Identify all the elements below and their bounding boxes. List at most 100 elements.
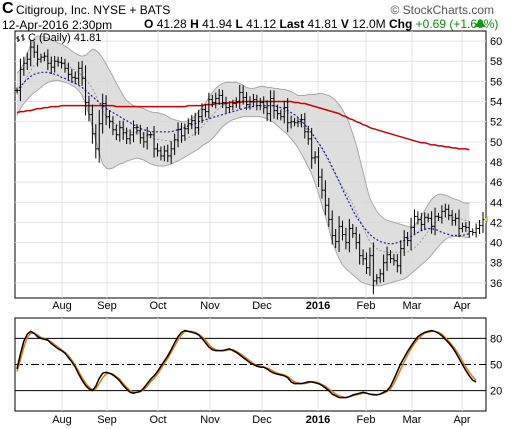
ohlc-bar bbox=[238, 84, 242, 110]
ohlc-bar bbox=[121, 120, 125, 140]
ohlc-bar bbox=[330, 210, 334, 245]
ohlc-bar bbox=[203, 103, 208, 118]
ohlc-bar bbox=[392, 253, 396, 266]
ohlc-bar bbox=[378, 268, 382, 283]
ohlc-bar bbox=[262, 96, 266, 114]
price-bars bbox=[15, 39, 488, 295]
change-label: Chg bbox=[388, 17, 413, 31]
ohlc-bar bbox=[131, 120, 136, 143]
ohlc-bar bbox=[416, 211, 420, 225]
ohlc-bar bbox=[94, 124, 98, 159]
ohlc-bar bbox=[210, 94, 214, 108]
price-tick-50: 50 bbox=[490, 137, 502, 149]
ohlc-bar bbox=[80, 60, 84, 86]
ohlc-bar bbox=[251, 93, 256, 108]
exchange-label: NYSE + BATS bbox=[93, 3, 171, 17]
ohlc-bar bbox=[436, 212, 441, 221]
ohlc-bar bbox=[234, 97, 238, 108]
ohlc-bar bbox=[244, 91, 249, 111]
ohlc-bar bbox=[186, 118, 190, 135]
ohlc-bar bbox=[310, 127, 314, 169]
ohlc-bar bbox=[443, 203, 447, 218]
ohlc-bar bbox=[155, 143, 160, 157]
ohlc-bar bbox=[419, 212, 423, 232]
x-tick-dec: Dec bbox=[252, 414, 272, 426]
ohlc-bar bbox=[268, 90, 273, 122]
quote-date: 12-Apr-2016 2:30pm bbox=[2, 18, 113, 32]
ohlc-bar bbox=[145, 127, 149, 150]
quote-values: O 41.28 H 41.94 L 41.12 Last 41.81 V 12.… bbox=[144, 17, 498, 31]
high-label: H bbox=[190, 17, 199, 31]
x-tick-mar: Mar bbox=[403, 414, 422, 426]
ohlc-bar bbox=[217, 89, 221, 105]
ohlc-bar bbox=[176, 122, 180, 148]
stockcharts-credit: © StockCharts.com bbox=[390, 3, 494, 17]
ohlc-bar bbox=[382, 254, 386, 283]
ohlc-bar bbox=[409, 217, 413, 251]
ohlc-bar bbox=[279, 109, 283, 121]
ohlc-bar bbox=[46, 49, 50, 71]
ohlc-bar bbox=[265, 100, 269, 122]
ohlc-bar bbox=[395, 254, 399, 273]
ohlc-bar bbox=[340, 220, 345, 241]
ohlc-bar bbox=[162, 145, 166, 162]
stoch-k-line bbox=[16, 329, 477, 399]
bollinger-fill bbox=[17, 36, 470, 286]
ohlc-bar bbox=[447, 204, 451, 221]
ohlc-bar bbox=[440, 205, 444, 224]
x-tick-oct: Oct bbox=[149, 300, 166, 312]
ohlc-bar bbox=[97, 109, 101, 163]
ohlc-bar bbox=[471, 228, 475, 236]
ohlc-bar bbox=[327, 197, 331, 227]
ohlc-bar bbox=[25, 52, 29, 71]
ohlc-bar bbox=[70, 68, 74, 83]
ohlc-bar bbox=[73, 71, 77, 85]
price-tick-42: 42 bbox=[490, 217, 502, 229]
low-label: L bbox=[235, 17, 243, 31]
ohlc-bar bbox=[53, 56, 57, 73]
stoch-tick-80: 80 bbox=[490, 333, 502, 345]
ohlc-bar bbox=[296, 117, 300, 128]
x-tick-nov: Nov bbox=[200, 414, 220, 426]
ohlc-bar bbox=[286, 98, 290, 133]
ohlc-bar bbox=[135, 123, 139, 135]
x-tick-sep: Sep bbox=[97, 414, 117, 426]
ohlc-bar bbox=[118, 120, 122, 142]
x-tick-2016: 2016 bbox=[306, 414, 330, 426]
last-price-marker bbox=[484, 216, 488, 223]
ohlc-bar bbox=[303, 112, 307, 139]
ohlc-bar bbox=[63, 58, 67, 73]
ohlc-bar bbox=[111, 116, 115, 136]
company-name: Citigroup, Inc. bbox=[16, 3, 91, 17]
ohlc-bar bbox=[467, 221, 471, 238]
ohlc-bar bbox=[104, 95, 108, 126]
ohlc-bar bbox=[289, 115, 293, 129]
price-tick-58: 58 bbox=[490, 56, 502, 68]
ohlc-bar bbox=[227, 101, 232, 113]
ohlc-bar bbox=[197, 109, 201, 135]
ohlc-bar bbox=[35, 44, 40, 67]
ohlc-bar bbox=[474, 223, 478, 238]
ohlc-bar bbox=[248, 96, 252, 110]
price-tick-36: 36 bbox=[490, 278, 502, 290]
ohlc-bar bbox=[275, 104, 280, 120]
open-value: 41.28 bbox=[156, 17, 187, 31]
ohlc-bar bbox=[450, 210, 454, 226]
ohlc-bar bbox=[292, 118, 297, 127]
volume-value: 12.0M bbox=[352, 17, 386, 31]
stochastic-lines bbox=[16, 329, 477, 399]
ohlc-bar bbox=[364, 252, 369, 274]
ohlc-bar bbox=[272, 90, 276, 119]
ohlc-bar bbox=[183, 123, 187, 141]
ohlc-bar bbox=[77, 61, 81, 85]
ohlc-bar bbox=[173, 133, 177, 156]
ohlc-bar bbox=[241, 85, 245, 105]
ohlc-bar bbox=[101, 93, 105, 134]
ohlc-bar bbox=[388, 250, 393, 264]
ohlc-bar bbox=[39, 53, 43, 63]
ohlc-bar bbox=[354, 226, 358, 250]
ohlc-bar bbox=[128, 129, 132, 145]
ohlc-bar bbox=[66, 62, 70, 80]
ohlc-bar bbox=[255, 94, 259, 111]
last-value: 41.81 bbox=[307, 17, 338, 31]
